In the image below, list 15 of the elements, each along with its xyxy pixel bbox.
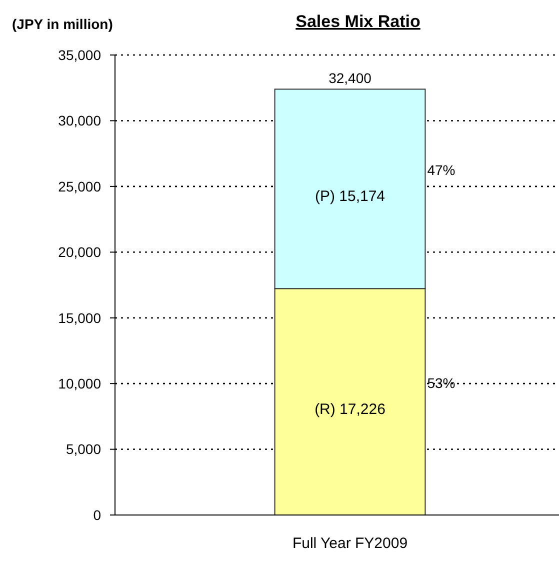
- chart-title: Sales Mix Ratio: [296, 12, 420, 31]
- data-label: (R) 17,226: [314, 400, 386, 418]
- y-tick-label: 35,000: [58, 46, 102, 63]
- y-tick-label: 0: [93, 506, 102, 523]
- y-tick-label: 30,000: [58, 112, 102, 129]
- y-tick-label: 5,000: [66, 441, 102, 458]
- y-tick-label: 10,000: [58, 375, 102, 392]
- annotation: 47%: [427, 162, 456, 178]
- y-tick-label: 15,000: [58, 310, 102, 326]
- data-label: (P) 15,174: [314, 188, 386, 205]
- y-tick-label: 25,000: [58, 178, 102, 194]
- y-tick-label: 20,000: [58, 244, 102, 260]
- total-label: 32,400: [328, 70, 372, 86]
- x-tick-label: Full Year FY2009: [292, 535, 408, 552]
- y-axis-title: (JPY in million): [12, 16, 113, 32]
